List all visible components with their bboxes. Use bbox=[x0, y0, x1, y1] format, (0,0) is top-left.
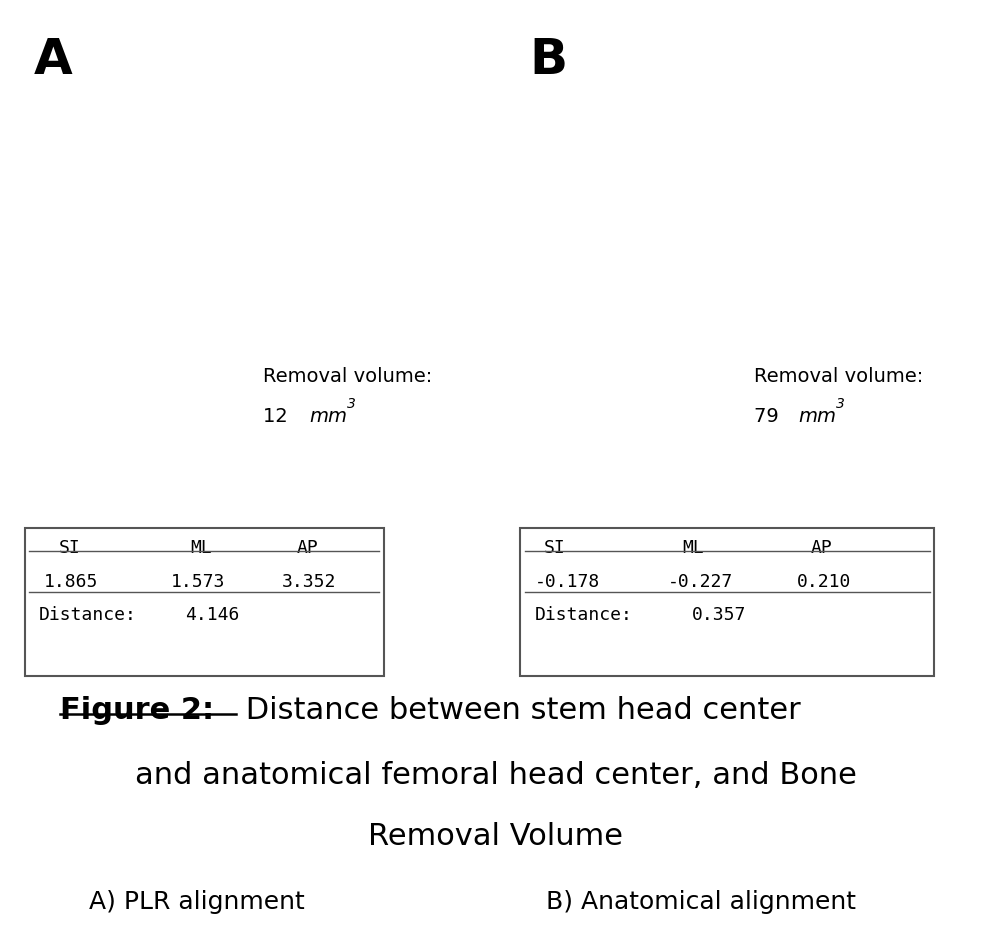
Text: 0.357: 0.357 bbox=[691, 606, 746, 623]
Text: 12: 12 bbox=[263, 407, 294, 426]
Text: B: B bbox=[530, 37, 567, 84]
Text: mm: mm bbox=[309, 407, 347, 426]
Text: Distance:: Distance: bbox=[535, 606, 632, 623]
Text: 79: 79 bbox=[754, 407, 785, 426]
Text: B) Anatomical alignment: B) Anatomical alignment bbox=[546, 889, 855, 913]
Text: A) PLR alignment: A) PLR alignment bbox=[89, 889, 305, 913]
Text: Distance between stem head center: Distance between stem head center bbox=[236, 695, 801, 724]
Text: -0.227: -0.227 bbox=[668, 572, 733, 590]
Text: SI: SI bbox=[59, 538, 80, 556]
Text: AP: AP bbox=[810, 538, 832, 556]
Text: 3.352: 3.352 bbox=[282, 572, 336, 590]
Text: Removal volume:: Removal volume: bbox=[263, 367, 432, 386]
Text: 3: 3 bbox=[836, 397, 845, 411]
FancyBboxPatch shape bbox=[520, 528, 934, 677]
Text: -0.178: -0.178 bbox=[535, 572, 600, 590]
Text: 0.210: 0.210 bbox=[797, 572, 851, 590]
Text: mm: mm bbox=[799, 407, 837, 426]
Text: and anatomical femoral head center, and Bone: and anatomical femoral head center, and … bbox=[135, 760, 857, 789]
Text: SI: SI bbox=[544, 538, 565, 556]
Text: 4.146: 4.146 bbox=[185, 606, 239, 623]
FancyBboxPatch shape bbox=[25, 528, 384, 677]
Text: AP: AP bbox=[297, 538, 318, 556]
Text: Figure 2:: Figure 2: bbox=[60, 695, 213, 724]
Text: 1.573: 1.573 bbox=[171, 572, 225, 590]
Text: A: A bbox=[34, 37, 73, 84]
Text: ML: ML bbox=[189, 538, 211, 556]
Text: Removal Volume: Removal Volume bbox=[368, 821, 624, 850]
Text: 1.865: 1.865 bbox=[44, 572, 98, 590]
Text: ML: ML bbox=[682, 538, 704, 556]
Text: Distance:: Distance: bbox=[39, 606, 137, 623]
Text: 3: 3 bbox=[347, 397, 356, 411]
Text: Removal volume:: Removal volume: bbox=[754, 367, 923, 386]
